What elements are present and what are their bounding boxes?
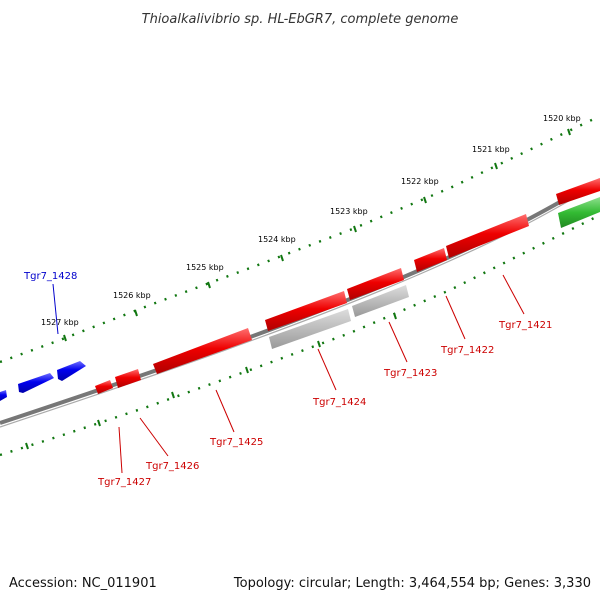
gene-arrow-tgr7-1424[interactable] [265,291,347,331]
gene-label-tgr7-1424[interactable]: Tgr7_1424 [312,397,366,408]
gene-label-tgr7-1421[interactable]: Tgr7_1421 [498,320,552,331]
leader-tgr7-1423 [388,321,408,363]
lower-tick-row [0,213,600,457]
gene-arrow-tgr7-1427[interactable] [95,380,113,394]
scale-label: 1525 kbp [186,263,224,272]
scale-label: 1522 kbp [401,177,439,186]
leader-tgr7-1421 [502,274,525,315]
gene-label-tgr7-1427[interactable]: Tgr7_1427 [97,477,151,488]
pseudo-gene-feature[interactable] [352,285,409,317]
gene-labels: Tgr7_1428 Tgr7_1421 Tgr7_1422 Tgr7_1423 … [23,271,552,488]
genome-backbone [0,178,600,425]
gene-arrow-tgr7-1422[interactable] [414,248,447,272]
pseudo-genes [269,285,409,349]
leader-tgr7-1422 [445,295,466,340]
accession-text: Accession: NC_011901 [9,576,157,591]
scale-ticks [0,114,600,457]
rna-gene-feature[interactable] [558,197,600,228]
scale-label: 1521 kbp [472,145,510,154]
gene-label-tgr7-1425[interactable]: Tgr7_1425 [209,437,263,448]
gene-arrow-reverse[interactable] [556,178,600,205]
pseudo-gene-feature[interactable] [269,309,351,349]
major-ticks [25,128,571,450]
gene-arrow-forward[interactable] [0,390,7,401]
scale-label: 1520 kbp [543,114,581,123]
scale-label: 1527 kbp [41,318,79,327]
gene-arrow-tgr7-1423[interactable] [347,268,404,300]
gene-arrow-tgr7-1421[interactable] [446,214,529,258]
scale-label: 1526 kbp [113,291,151,300]
leader-tgr7-1426 [139,417,169,457]
gene-arrow-tgr7-1425[interactable] [153,328,252,374]
scale-labels: 1520 kbp 1521 kbp 1522 kbp 1523 kbp 1524… [41,114,581,327]
leader-tgr7-1427 [118,426,123,474]
reverse-genes [95,178,600,394]
label-leaders [52,274,525,474]
gene-label-tgr7-1428[interactable]: Tgr7_1428 [23,271,77,282]
gene-arrow-tgr7-1428[interactable] [57,361,86,381]
forward-genes [0,361,86,401]
upper-tick-row [0,114,600,364]
leader-tgr7-1425 [215,389,235,433]
gene-label-tgr7-1426[interactable]: Tgr7_1426 [145,461,199,472]
scale-label: 1524 kbp [258,235,296,244]
leader-tgr7-1428 [52,283,59,335]
leader-tgr7-1424 [317,348,337,391]
gene-arrow-forward[interactable] [18,373,54,393]
scale-label: 1523 kbp [330,207,368,216]
genome-summary-text: Topology: circular; Length: 3,464,554 bp… [233,576,591,591]
map-title: Thioalkalivibrio sp. HL-EbGR7, complete … [142,12,459,27]
gene-arrow-tgr7-1426[interactable] [115,369,141,388]
gene-label-tgr7-1423[interactable]: Tgr7_1423 [383,368,437,379]
gene-label-tgr7-1422[interactable]: Tgr7_1422 [440,345,494,356]
